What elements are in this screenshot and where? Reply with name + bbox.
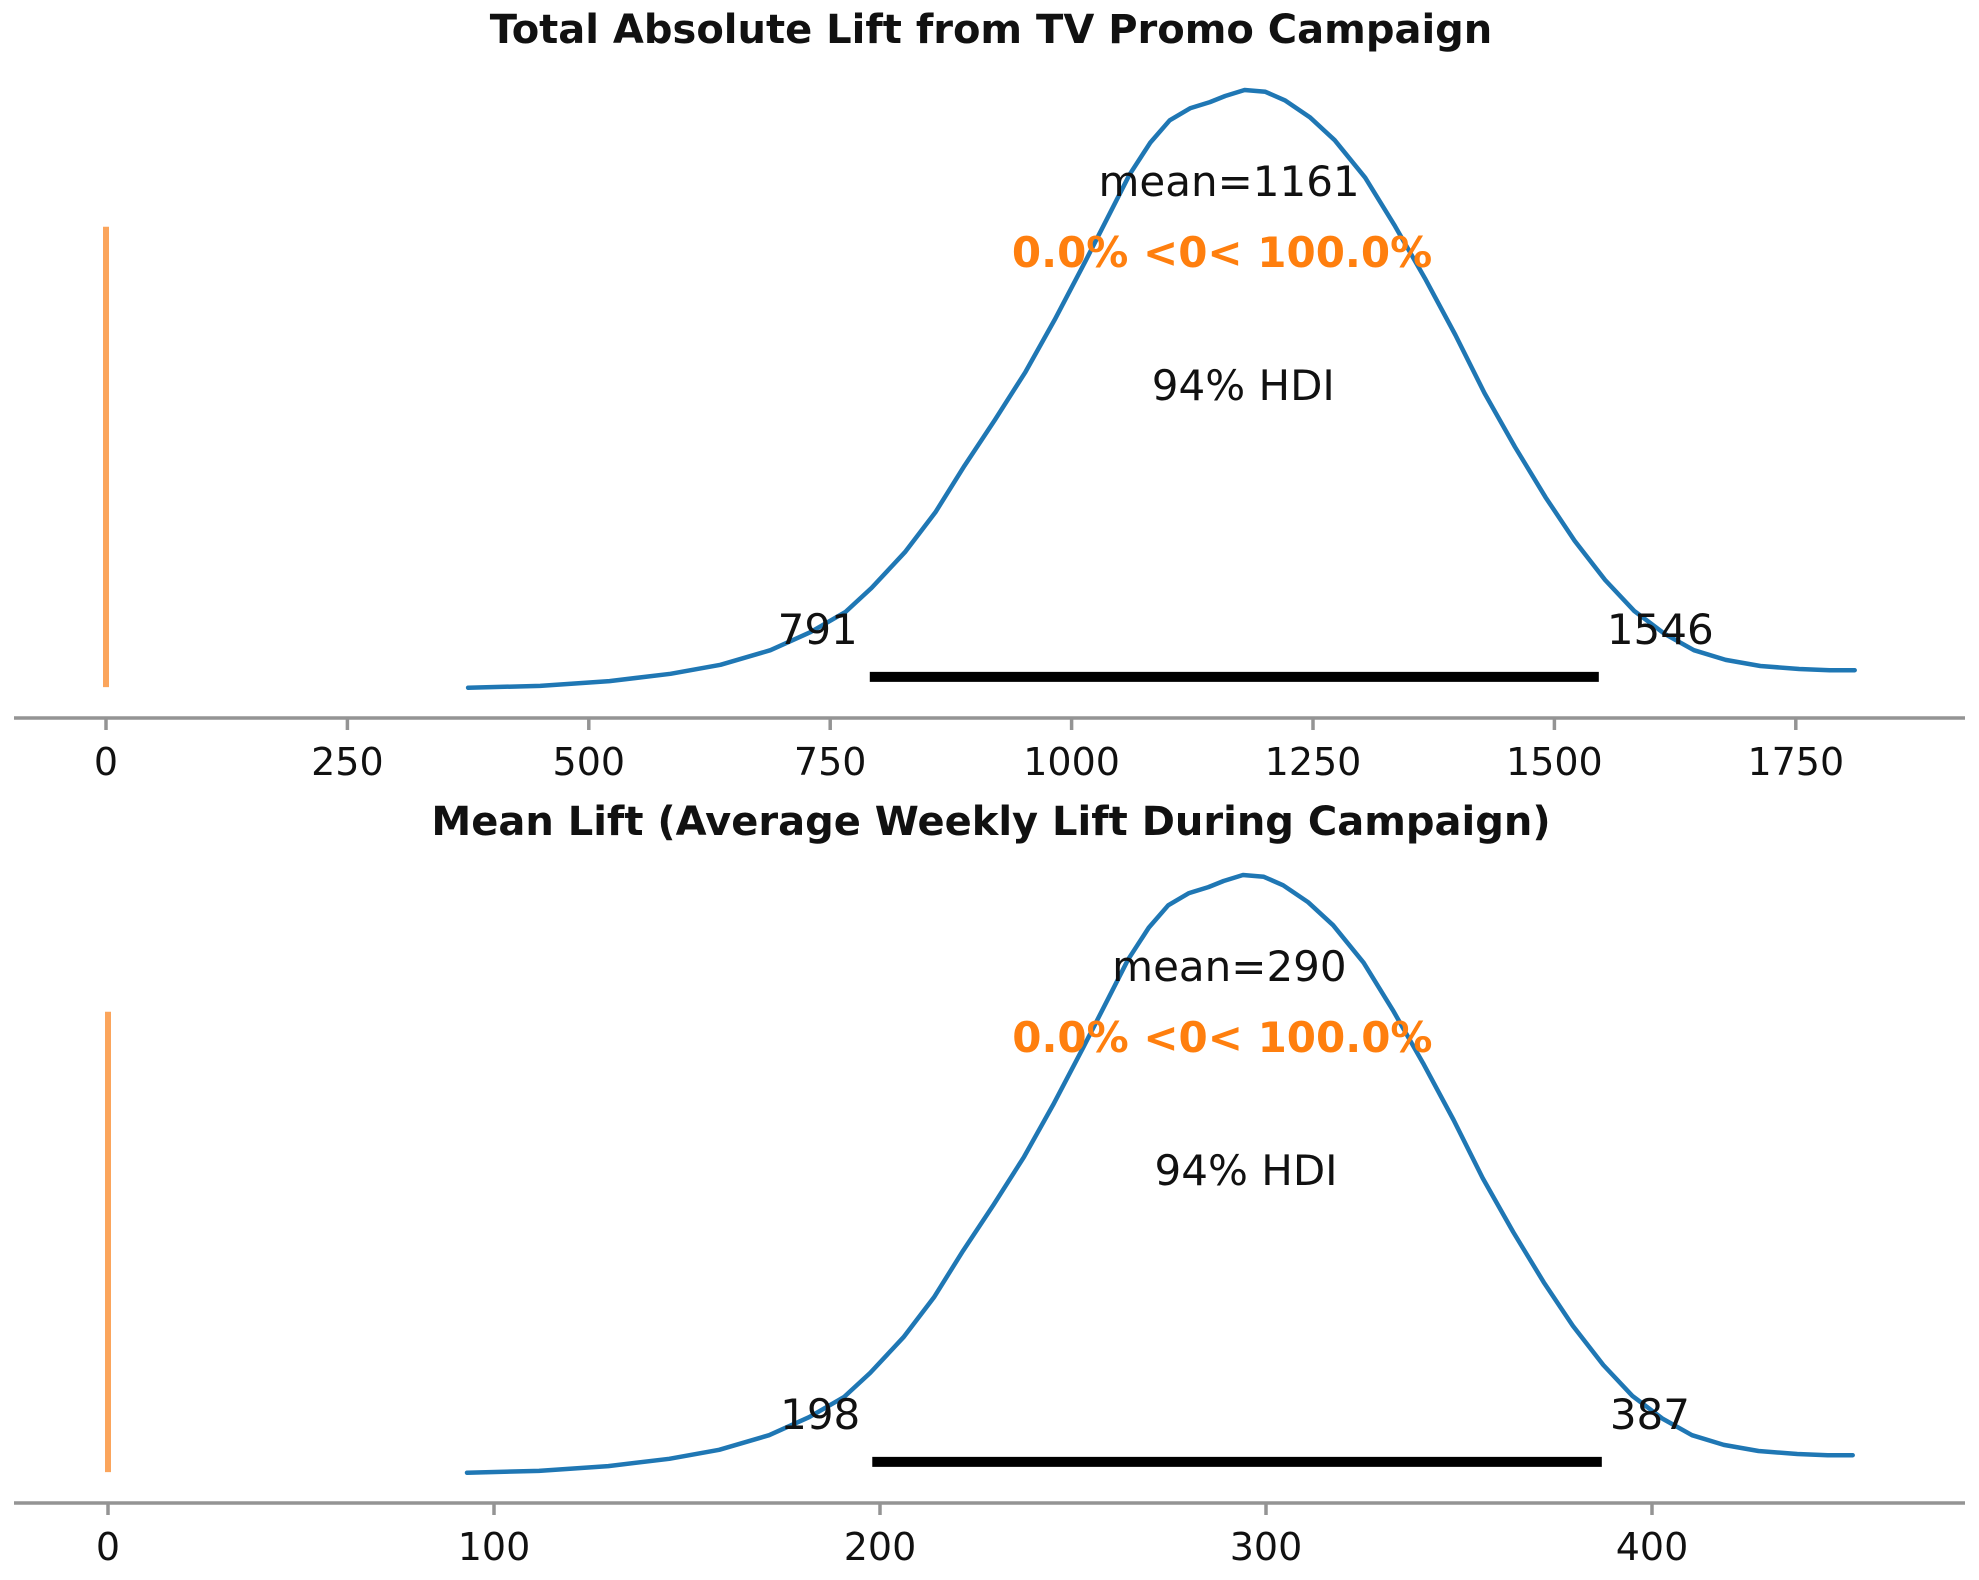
x-tick-label: 750: [793, 740, 867, 784]
x-tick-label: 0: [95, 1525, 121, 1569]
plot2-ref-val-label: 0.0% <0< 100.0%: [1012, 1013, 1433, 1063]
kde-curve: [465, 87, 1857, 690]
plot1-ref-val-label: 0.0% <0< 100.0%: [1011, 228, 1433, 278]
plot2-hdi-lower-label: 198: [780, 1389, 861, 1439]
x-tick-label: 400: [1615, 1525, 1689, 1569]
plot2-hdi-upper-label: 387: [1609, 1389, 1690, 1439]
x-tick-label: 300: [1229, 1525, 1303, 1569]
x-tick-label: 500: [552, 740, 626, 784]
x-tick-label: 1250: [1264, 740, 1362, 784]
plot1-title: Total Absolute Lift from TV Promo Campai…: [489, 7, 1493, 53]
x-tick-label: 200: [843, 1525, 917, 1569]
x-tick-label: 1500: [1506, 740, 1603, 784]
x-tick-label: 0: [93, 740, 119, 784]
plot2-hdi-label: 94% HDI: [1154, 1146, 1338, 1196]
plot1-mean-label: mean=1161: [1098, 156, 1360, 206]
x-tick-label: 100: [457, 1525, 531, 1569]
x-tick-label: 250: [311, 740, 384, 784]
plot2-mean-label: mean=290: [1112, 941, 1347, 991]
plot1-hdi-lower-label: 791: [777, 604, 858, 654]
plot1-hdi-label: 94% HDI: [1151, 361, 1335, 411]
x-tick-label: 1000: [1023, 740, 1120, 784]
kde-curve: [464, 872, 1855, 1475]
plot2-title: Mean Lift (Average Weekly Lift During Ca…: [431, 799, 1551, 845]
x-tick-label: 1750: [1747, 740, 1845, 784]
plot1-hdi-upper-label: 1546: [1606, 604, 1714, 654]
